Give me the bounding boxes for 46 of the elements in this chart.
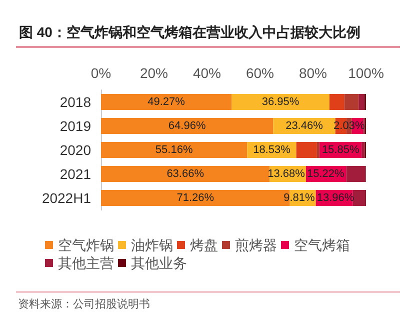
bar — [346, 166, 366, 182]
chart-title: 图 40：空气炸锅和空气烤箱在营业收入中占据较大比例 — [19, 24, 360, 40]
bar — [329, 94, 344, 110]
bar — [101, 94, 232, 110]
bar — [316, 142, 320, 158]
data-label: 55.16% — [155, 144, 193, 156]
text: 资料来源：公司招股说明书 — [18, 298, 150, 310]
y-tick-label: 2022H1 — [42, 190, 92, 206]
legend-label: 空气炸锅 — [58, 237, 114, 253]
bar — [358, 94, 364, 110]
data-label: 64.96% — [168, 120, 206, 132]
x-tick-label: 40% — [192, 65, 222, 81]
data-label: 63.66% — [166, 168, 204, 180]
data-label: 36.95% — [262, 96, 300, 108]
bar — [101, 118, 274, 134]
x-tick-label: 100% — [348, 65, 384, 81]
bar — [101, 142, 248, 158]
data-label: 9.81% — [284, 192, 316, 204]
x-tick-label: 60% — [246, 65, 274, 81]
data-label: 15.85% — [322, 144, 360, 156]
bar — [362, 142, 365, 158]
legend-label: 其他主营 — [58, 255, 114, 271]
bar — [344, 94, 359, 110]
x-tick-label: 0% — [90, 65, 112, 81]
legend-label: 其他业务 — [131, 255, 187, 271]
data-label: 23.46% — [286, 120, 324, 132]
y-tick-label: 2021 — [60, 166, 92, 182]
data-label: 18.53% — [253, 144, 291, 156]
legend-label: 烤盘 — [190, 237, 218, 253]
data-label: 71.26% — [176, 192, 214, 204]
legend-label: 煎烤器 — [235, 237, 277, 253]
x-tick-label: 80% — [298, 65, 328, 81]
data-label: 15.22% — [306, 168, 344, 180]
legend-label: 空气烤箱 — [294, 237, 350, 253]
bar — [101, 166, 270, 182]
bar — [296, 142, 317, 158]
legend-label: 油炸锅 — [131, 237, 173, 253]
data-label: 49.27% — [148, 96, 186, 108]
x-tick-label: 20% — [140, 65, 168, 81]
bar — [232, 94, 330, 110]
y-tick-label: 2020 — [60, 142, 92, 158]
bar — [352, 190, 366, 206]
data-label: 13.96% — [316, 192, 354, 204]
data-label: 13.68% — [268, 168, 306, 180]
y-tick-label: 2019 — [60, 118, 92, 134]
y-tick-label: 2018 — [60, 94, 92, 110]
